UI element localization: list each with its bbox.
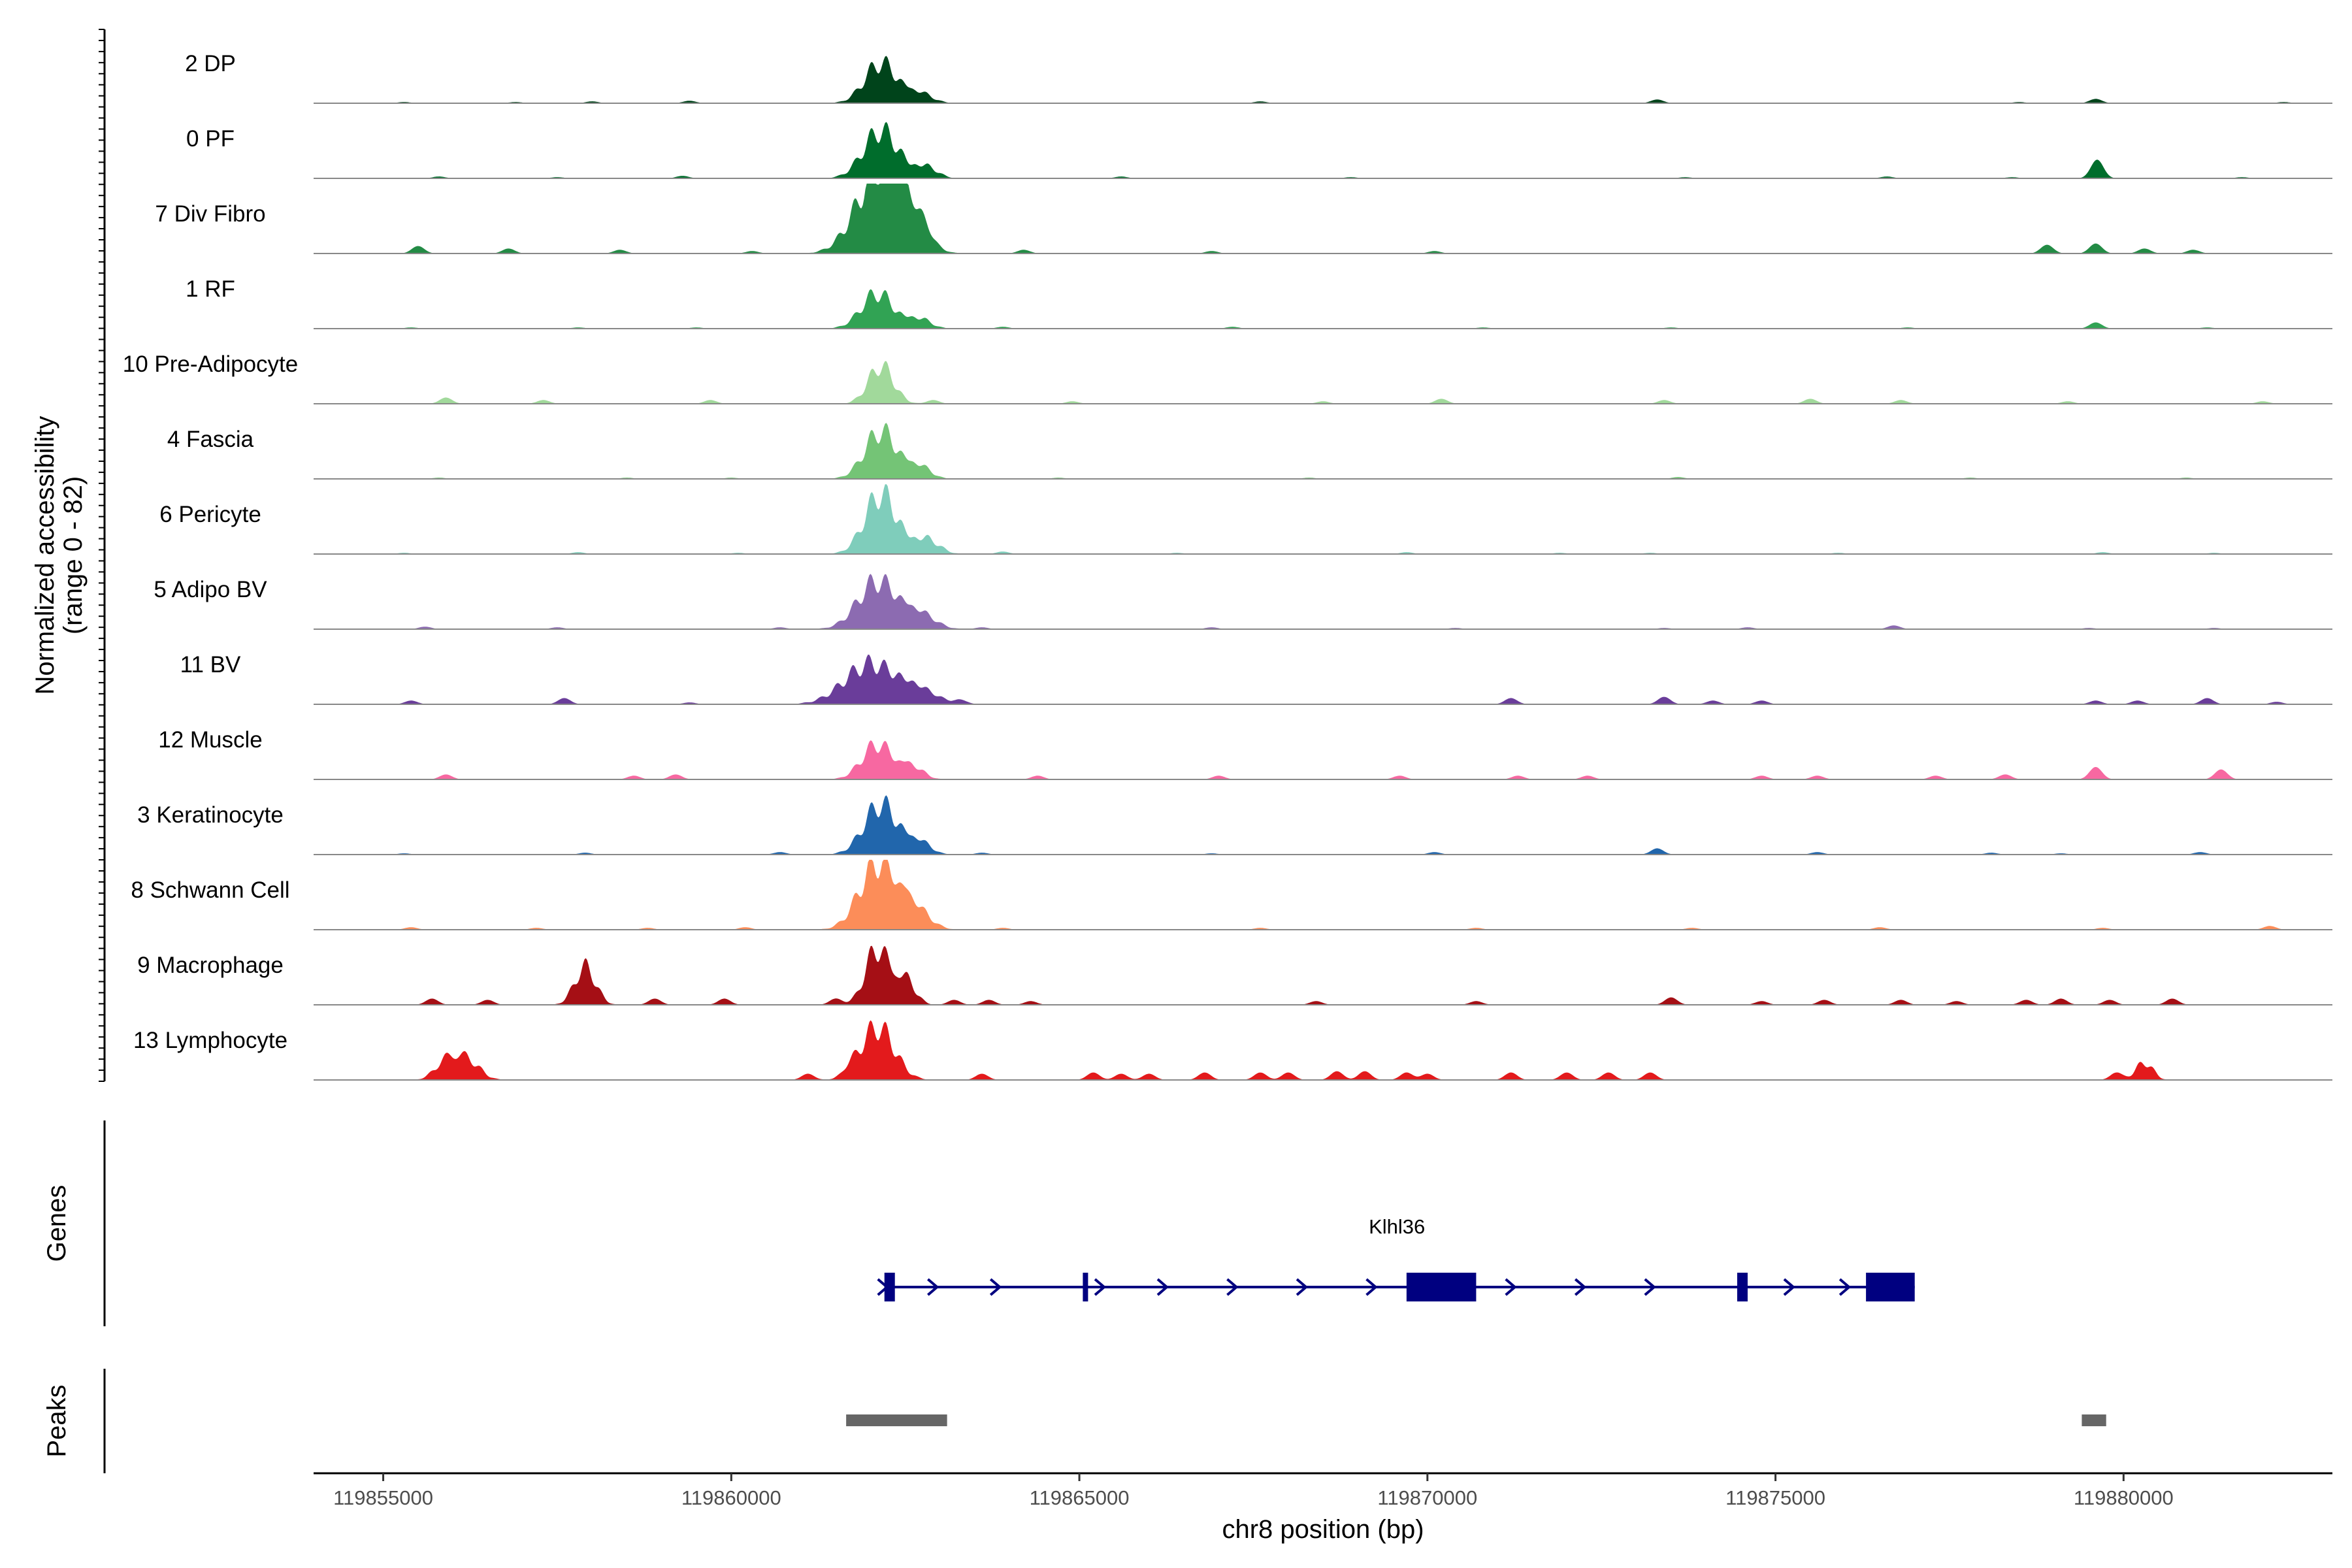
gene-exon bbox=[1866, 1273, 1915, 1301]
track-label: 8 Schwann Cell bbox=[131, 877, 289, 903]
gene-exon bbox=[884, 1273, 895, 1301]
track: 10 Pre-Adipocyte bbox=[123, 351, 2332, 404]
track-signal bbox=[311, 860, 2293, 930]
x-tick-label: 119870000 bbox=[1377, 1486, 1477, 1509]
track-signal bbox=[311, 654, 2293, 704]
track: 7 Div Fibro bbox=[155, 184, 2332, 254]
gene-exon bbox=[1083, 1273, 1088, 1301]
position-x-axis: 119855000 119860000 119865000 119870000 1198… bbox=[314, 1472, 2332, 1544]
gene-name-label: Klhl36 bbox=[1369, 1215, 1425, 1238]
track-signal bbox=[311, 289, 2293, 329]
x-tick-label: 119880000 bbox=[2074, 1486, 2174, 1509]
strand-arrow bbox=[1505, 1278, 1517, 1296]
track-signal bbox=[311, 423, 2293, 479]
strand-arrow bbox=[877, 1278, 889, 1296]
strand-arrow bbox=[927, 1278, 939, 1296]
track-signal bbox=[311, 184, 2293, 253]
track-label: 10 Pre-Adipocyte bbox=[123, 351, 298, 377]
track: 0 PF bbox=[186, 122, 2332, 179]
track-label: 4 Fascia bbox=[167, 427, 254, 452]
x-tick-label: 119855000 bbox=[333, 1486, 433, 1509]
gene-exon bbox=[1737, 1273, 1748, 1301]
peak-region bbox=[2082, 1414, 2106, 1426]
track-label: 0 PF bbox=[186, 126, 235, 152]
track-signal bbox=[311, 122, 2293, 178]
track-label: 7 Div Fibro bbox=[155, 201, 265, 227]
track-signal bbox=[311, 574, 2293, 629]
track-label: 12 Muscle bbox=[158, 727, 263, 753]
x-axis-title: chr8 position (bp) bbox=[1222, 1515, 1424, 1544]
track: 4 Fascia bbox=[167, 423, 2332, 480]
track: 2 DP bbox=[185, 51, 2332, 104]
accessibility-tracks: 2 DP 0 PF 7 Div Fibro 1 RF 10 Pre-Adipocyte 4… bbox=[123, 51, 2332, 1081]
peaks-panel: Peaks bbox=[42, 1369, 2106, 1473]
strand-arrow bbox=[1226, 1278, 1239, 1296]
genes-title: Genes bbox=[42, 1185, 71, 1262]
track: 5 Adipo BV bbox=[154, 574, 2332, 630]
track: 1 RF bbox=[186, 276, 2332, 329]
track-label: 5 Adipo BV bbox=[154, 577, 267, 602]
y-axis-ticks bbox=[99, 29, 105, 1082]
strand-arrow bbox=[1574, 1278, 1587, 1296]
track-signal bbox=[311, 361, 2293, 404]
track-signal bbox=[311, 945, 2293, 1005]
track: 13 Lymphocyte bbox=[133, 1020, 2332, 1081]
track-signal bbox=[311, 56, 2293, 103]
track-signal bbox=[311, 1020, 2293, 1080]
track: 8 Schwann Cell bbox=[131, 860, 2332, 930]
gene-model-klhl36 bbox=[877, 1273, 1915, 1301]
peak-regions bbox=[846, 1414, 2106, 1426]
track: 11 BV bbox=[180, 652, 2332, 705]
track-label: 3 Keratinocyte bbox=[137, 802, 284, 828]
x-tick-label: 119875000 bbox=[1725, 1486, 1825, 1509]
track-signal bbox=[311, 484, 2293, 554]
track-label: 2 DP bbox=[185, 51, 236, 76]
track-label: 13 Lymphocyte bbox=[133, 1028, 287, 1053]
y-axis-range: (range 0 - 82) bbox=[59, 476, 88, 634]
track-label: 1 RF bbox=[186, 276, 235, 302]
strand-arrow bbox=[1296, 1278, 1309, 1296]
gene-exon bbox=[1406, 1273, 1477, 1301]
track-label: 11 BV bbox=[180, 652, 241, 678]
strand-arrow bbox=[1644, 1278, 1656, 1296]
x-axis-ticks: 119855000 119860000 119865000 119870000 1198… bbox=[333, 1473, 2174, 1509]
track: 12 Muscle bbox=[158, 727, 2332, 780]
genes-panel: Genes Klhl36 bbox=[42, 1120, 1915, 1326]
peaks-title: Peaks bbox=[42, 1384, 71, 1457]
strand-arrow bbox=[1156, 1278, 1169, 1296]
track-signal bbox=[311, 740, 2293, 779]
track: 3 Keratinocyte bbox=[137, 795, 2332, 855]
strand-arrow bbox=[1838, 1278, 1852, 1296]
track: 9 Macrophage bbox=[137, 945, 2332, 1005]
accessibility-y-axis: Normalized accessibility (range 0 - 82) bbox=[31, 29, 106, 1082]
x-tick-label: 119860000 bbox=[681, 1486, 781, 1509]
track-label: 6 Pericyte bbox=[159, 502, 261, 527]
peak-region bbox=[846, 1414, 947, 1426]
strand-arrow bbox=[1783, 1278, 1795, 1296]
strand-arrow bbox=[1365, 1278, 1378, 1296]
track-signal bbox=[311, 795, 2293, 855]
y-axis-title: Normalized accessibility bbox=[31, 416, 59, 695]
strand-arrow bbox=[1094, 1278, 1107, 1296]
track-label: 9 Macrophage bbox=[137, 953, 284, 978]
track: 6 Pericyte bbox=[159, 484, 2332, 555]
strand-arrow bbox=[989, 1278, 1002, 1296]
x-tick-label: 119865000 bbox=[1030, 1486, 1130, 1509]
